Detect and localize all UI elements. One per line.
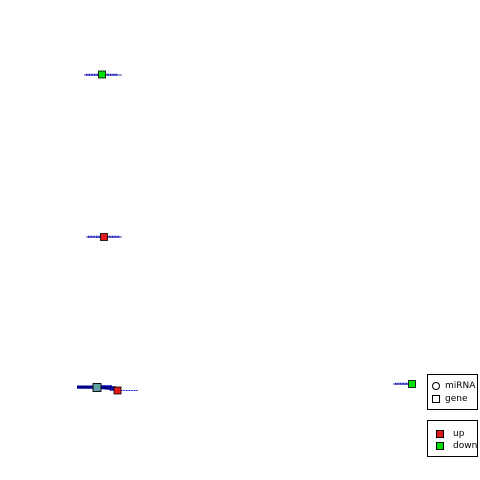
gene-node[interactable] — [92, 383, 102, 392]
down-swatch — [436, 442, 444, 450]
shape-legend: miRNA gene — [427, 374, 478, 410]
legend-item-gene: gene — [428, 393, 468, 405]
gene-node-down[interactable] — [98, 70, 106, 79]
legend-label: miRNA — [445, 381, 476, 391]
node-cluster-3 — [77, 383, 138, 395]
up-swatch — [436, 430, 444, 438]
legend-item-up: up — [428, 428, 464, 440]
legend-label: down — [453, 441, 478, 451]
color-legend: up down — [427, 420, 478, 457]
legend-item-down: down — [428, 440, 477, 452]
legend-label: up — [453, 429, 465, 439]
square-icon — [432, 395, 440, 403]
gene-node-up[interactable] — [113, 386, 122, 395]
node-cluster-4 — [393, 380, 416, 388]
node-cluster-2 — [86, 233, 122, 241]
legend-item-mirna: miRNA — [428, 380, 475, 392]
circle-icon — [432, 382, 440, 390]
legend-label: gene — [445, 394, 468, 404]
gene-node-up[interactable] — [100, 233, 108, 241]
gene-node-down[interactable] — [408, 380, 416, 388]
node-cluster-1 — [84, 70, 122, 79]
